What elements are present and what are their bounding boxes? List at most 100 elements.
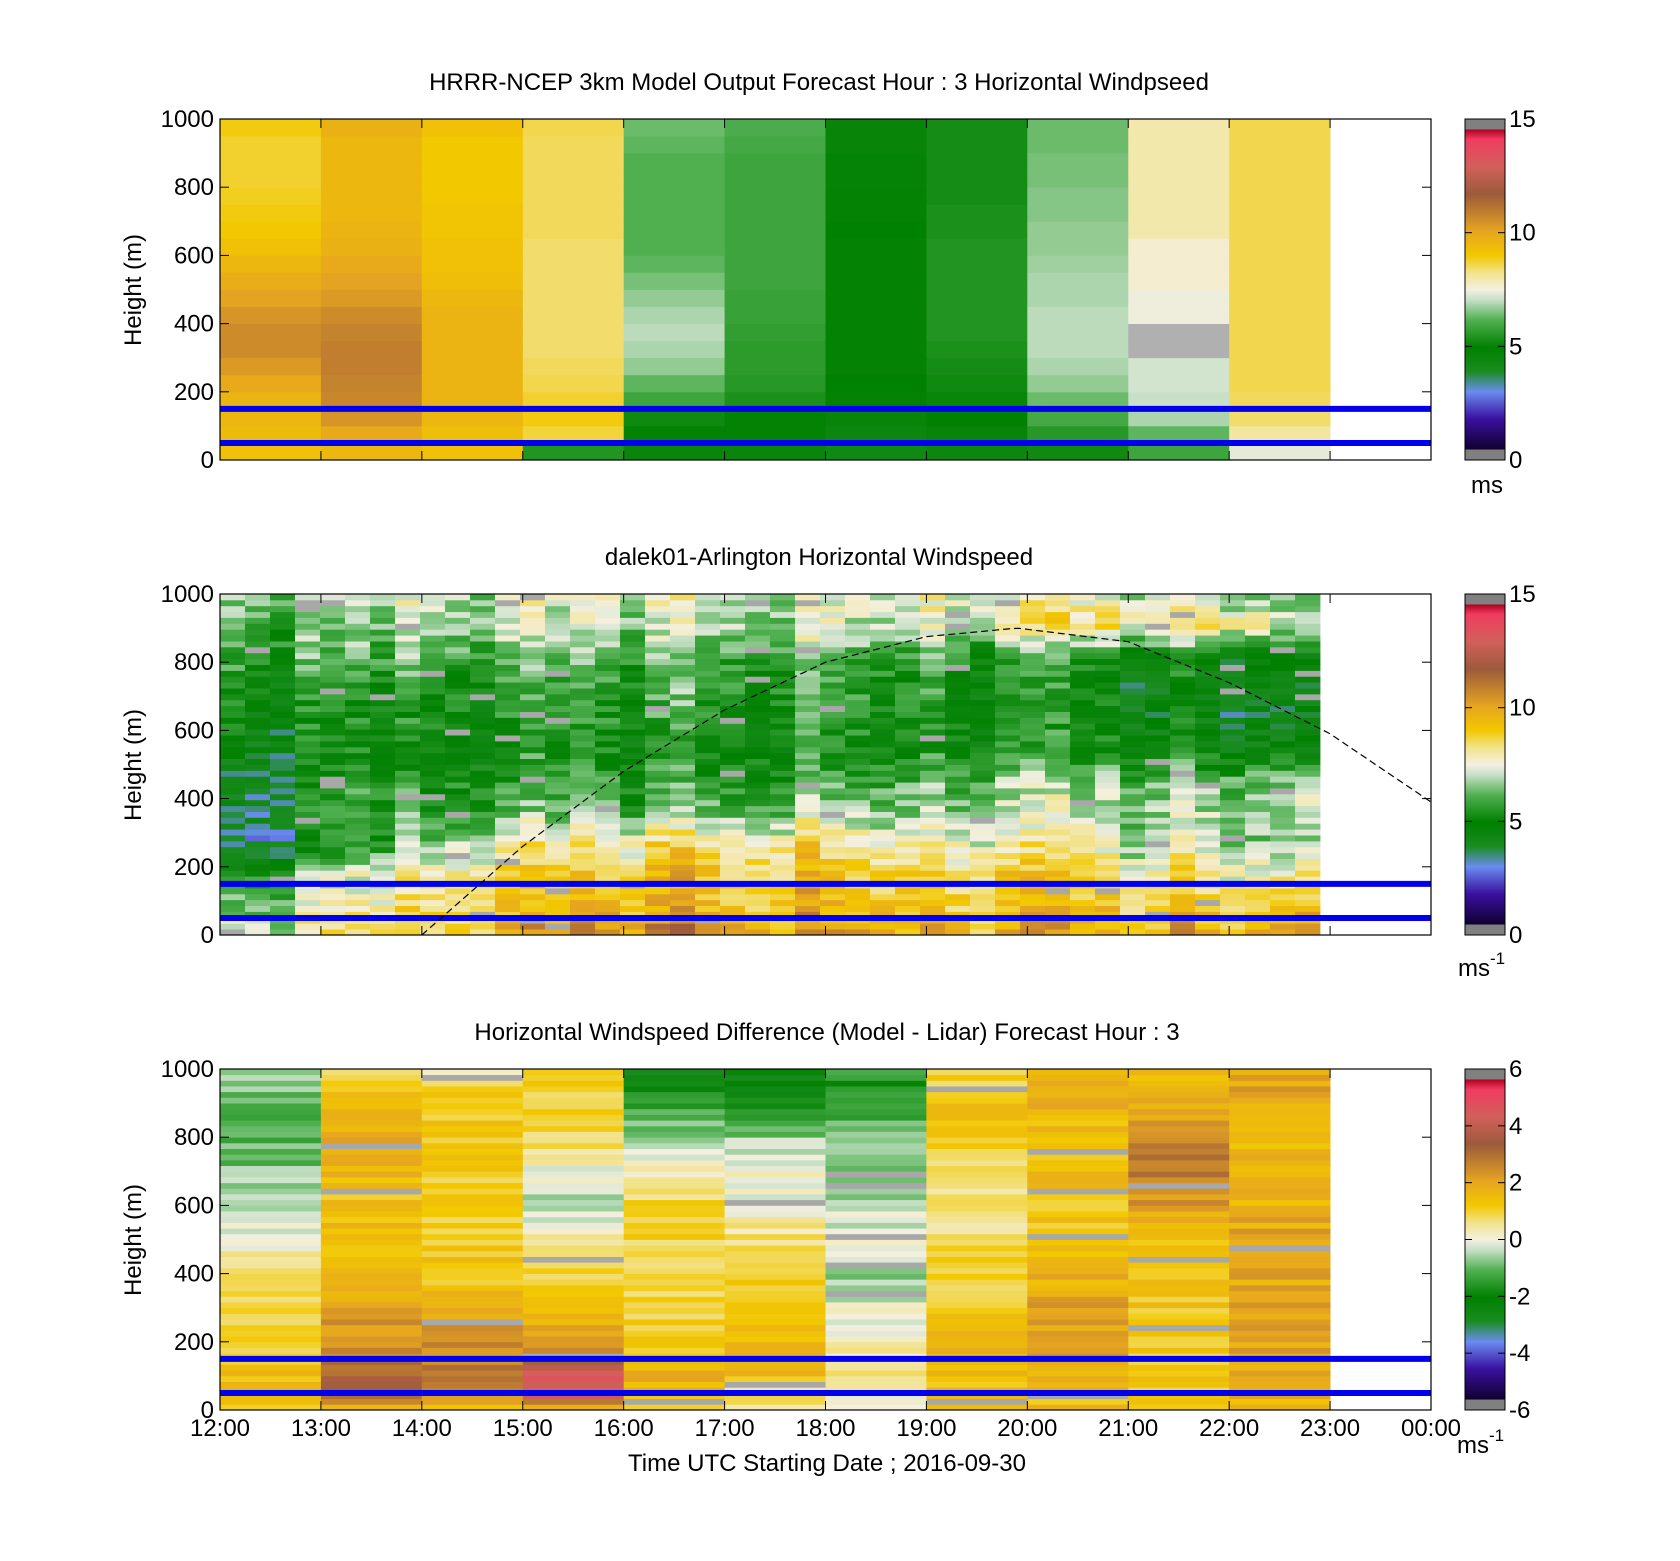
lidar-cell — [595, 782, 621, 789]
lidar-cell — [1120, 646, 1146, 654]
model-cell — [320, 340, 423, 359]
model-cell — [320, 323, 423, 341]
lidar-cell — [320, 823, 346, 830]
difference-cell — [825, 1091, 927, 1098]
lidar-cell — [895, 846, 921, 854]
lidar-cell — [820, 629, 846, 636]
lidar-cell — [220, 923, 246, 930]
difference-cell — [1027, 1404, 1129, 1411]
lidar-cell — [395, 923, 421, 930]
lidar-cell — [445, 852, 471, 859]
lidar-cell — [645, 599, 671, 607]
lidar-cell — [645, 705, 671, 712]
lidar-cell — [395, 711, 421, 718]
lidar-cell — [370, 905, 396, 912]
lidar-cell — [1195, 652, 1221, 660]
model-cell — [724, 340, 826, 359]
lidar-cell — [295, 641, 321, 648]
lidar-cell — [295, 635, 321, 642]
lidar-cell — [1245, 793, 1271, 801]
lidar-cell — [745, 746, 771, 754]
lidar-cell — [895, 876, 921, 883]
lidar-cell — [1270, 699, 1296, 707]
lidar-cell — [645, 929, 671, 936]
lidar-cell — [445, 599, 471, 607]
lidar-cell — [1270, 670, 1296, 677]
lidar-cell — [1245, 646, 1271, 654]
difference-cell — [623, 1199, 725, 1206]
lidar-cell — [345, 735, 371, 742]
lidar-cell — [470, 641, 496, 648]
lidar-cell — [970, 929, 996, 936]
lidar-cell — [320, 658, 346, 665]
lidar-cell — [245, 611, 271, 618]
lidar-cell — [370, 876, 396, 883]
difference-cell — [926, 1154, 1028, 1161]
lidar-cell — [645, 858, 671, 865]
lidar-cell — [645, 646, 671, 654]
lidar-cell — [395, 746, 421, 754]
difference-cell — [926, 1267, 1028, 1274]
lidar-cell — [345, 711, 371, 718]
lidar-cell — [520, 635, 546, 642]
lidar-cell — [670, 864, 696, 871]
lidar-cell — [945, 829, 971, 836]
lidar-cell — [1295, 858, 1321, 865]
lidar-cell — [1070, 723, 1096, 730]
lidar-cell — [595, 646, 621, 654]
lidar-cell — [520, 888, 546, 895]
lidar-cell — [320, 646, 346, 654]
difference-cell — [522, 1125, 625, 1132]
lidar-cell — [1020, 793, 1046, 801]
lidar-cell — [745, 823, 771, 830]
lidar-cell — [270, 770, 296, 777]
panel-lidar-colorbar-unit: ms-1 — [1458, 949, 1505, 982]
difference-cell — [522, 1404, 625, 1411]
lidar-cell — [520, 929, 546, 936]
lidar-cell — [445, 829, 471, 836]
lidar-cell — [1120, 599, 1146, 607]
lidar-cell — [845, 846, 871, 854]
difference-cell — [220, 1194, 322, 1201]
lidar-cell — [295, 664, 321, 671]
lidar-cell — [1270, 823, 1296, 830]
lidar-cell — [995, 705, 1021, 712]
lidar-cell — [295, 605, 321, 613]
difference-cell — [522, 1154, 625, 1161]
lidar-cell — [1295, 699, 1321, 707]
lidar-cell — [1045, 629, 1071, 636]
model-cell — [421, 204, 524, 222]
lidar-cell — [945, 817, 971, 824]
lidar-cell — [395, 864, 421, 871]
lidar-cell — [420, 699, 446, 707]
difference-cell — [220, 1285, 322, 1292]
lidar-cell — [395, 758, 421, 765]
lidar-cell — [1045, 641, 1071, 648]
difference-cell — [825, 1188, 927, 1195]
lidar-cell — [970, 693, 996, 701]
lidar-cell — [1120, 717, 1146, 724]
lidar-cell — [620, 876, 646, 883]
lidar-cell — [570, 840, 596, 848]
difference-cell — [1128, 1324, 1230, 1331]
lidar-cell — [520, 717, 546, 724]
lidar-cell — [845, 805, 871, 812]
lidar-cell — [1195, 717, 1221, 724]
lidar-cell — [470, 799, 496, 807]
lidar-cell — [395, 899, 421, 906]
lidar-cell — [370, 629, 396, 636]
lidar-cell — [445, 693, 471, 701]
lidar-cell — [895, 641, 921, 648]
lidar-cell — [1145, 741, 1171, 748]
lidar-cell — [720, 776, 746, 783]
lidar-cell — [320, 629, 346, 636]
lidar-cell — [1270, 623, 1296, 630]
lidar-cell — [620, 676, 646, 683]
model-cell — [623, 153, 725, 171]
lidar-cell — [1220, 635, 1246, 642]
model-cell — [522, 391, 625, 410]
difference-cell — [1128, 1074, 1230, 1081]
difference-cell — [926, 1358, 1028, 1365]
lidar-cell — [745, 846, 771, 854]
